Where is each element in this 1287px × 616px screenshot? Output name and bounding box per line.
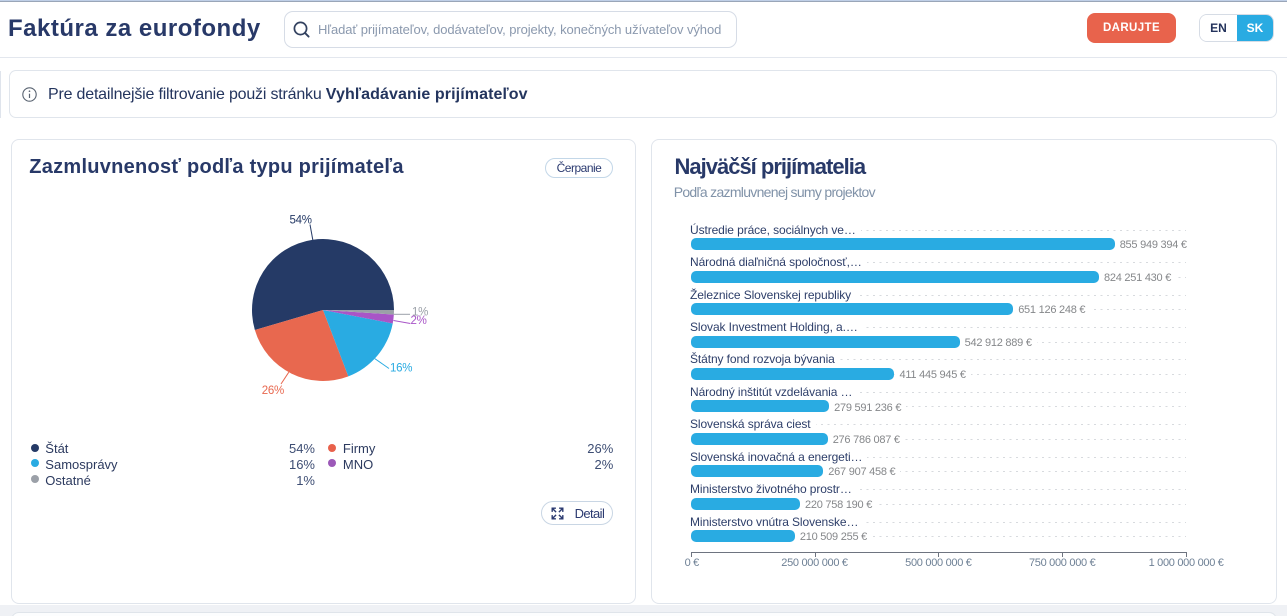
svg-text:54%: 54% [290, 215, 312, 227]
svg-text:1%: 1% [412, 307, 428, 319]
svg-text:26%: 26% [262, 385, 284, 397]
svg-text:16%: 16% [390, 363, 412, 375]
svg-text:2%: 2% [411, 315, 427, 327]
